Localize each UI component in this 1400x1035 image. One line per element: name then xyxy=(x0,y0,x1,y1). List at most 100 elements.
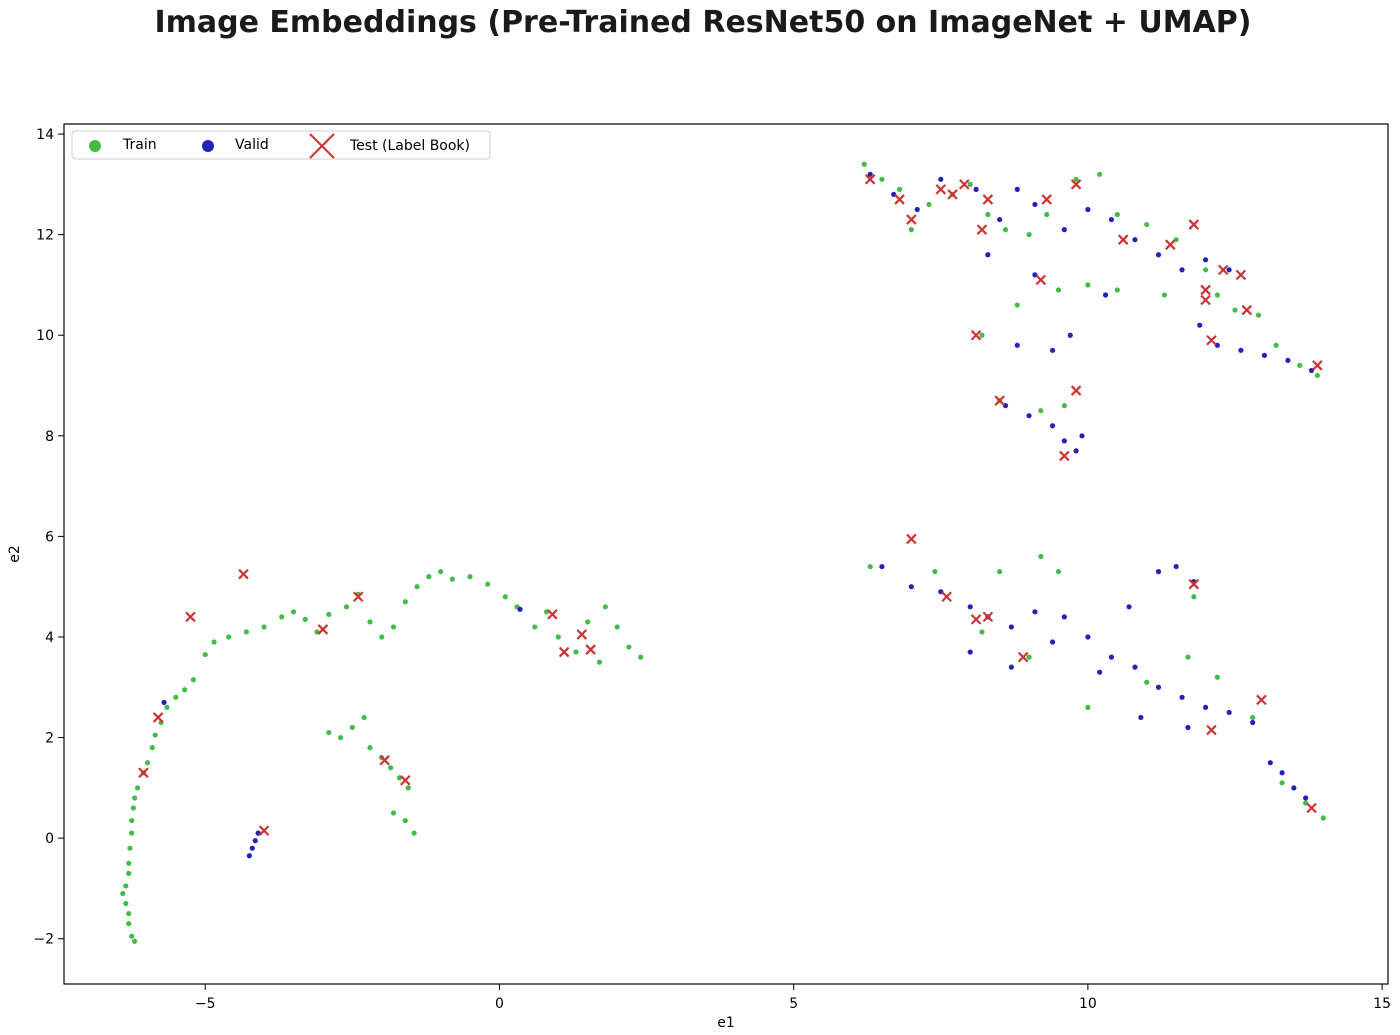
train-point xyxy=(1214,292,1220,298)
train-point xyxy=(1038,553,1044,560)
valid-point xyxy=(1032,609,1038,615)
legend-valid-marker xyxy=(202,140,214,152)
train-point xyxy=(390,624,397,630)
valid-point xyxy=(1285,357,1291,363)
y-tick-label: 4 xyxy=(45,630,54,646)
x-tick-label: 15 xyxy=(1373,996,1391,1012)
valid-point xyxy=(1014,342,1020,348)
valid-point xyxy=(1267,760,1273,766)
train-point xyxy=(467,574,473,580)
train-point xyxy=(1097,171,1103,177)
test-point xyxy=(1200,284,1211,296)
train-point xyxy=(326,729,332,736)
test-point xyxy=(906,533,917,545)
valid-point xyxy=(1250,719,1256,726)
test-point xyxy=(1117,234,1129,245)
y-axis: −2 0 2 4 6 8 10 12 14 xyxy=(33,127,64,948)
train-point xyxy=(243,629,250,635)
valid-point xyxy=(1049,423,1056,429)
chart-title: Image Embeddings (Pre-Trained ResNet50 o… xyxy=(154,5,1251,40)
train-point xyxy=(879,176,885,182)
valid-point xyxy=(517,606,523,612)
legend: Train Valid Test (Label Book) xyxy=(71,130,491,160)
valid-point xyxy=(1102,292,1109,298)
train-point xyxy=(585,619,591,625)
valid-point xyxy=(867,171,873,177)
train-point xyxy=(596,659,603,665)
valid-point xyxy=(1049,347,1056,353)
x-tick-label: 0 xyxy=(495,996,504,1012)
train-point xyxy=(152,732,158,738)
train-point xyxy=(438,569,444,575)
valid-point xyxy=(1226,267,1232,273)
series-train xyxy=(120,161,1326,944)
test-point xyxy=(1017,651,1029,663)
train-point xyxy=(614,624,620,630)
train-point xyxy=(602,604,608,610)
y-tick-label: 2 xyxy=(45,731,54,747)
train-point xyxy=(867,563,873,570)
train-point xyxy=(1061,403,1067,409)
valid-point xyxy=(1132,664,1138,670)
train-point xyxy=(1161,292,1167,298)
train-point xyxy=(126,921,132,927)
test-point xyxy=(547,609,558,620)
test-point xyxy=(982,194,994,205)
x-tick-label: −5 xyxy=(195,996,216,1012)
legend-test-label: Test (Label Book) xyxy=(349,138,470,154)
train-point xyxy=(129,830,135,836)
train-point xyxy=(126,910,132,917)
test-point xyxy=(152,712,164,723)
test-point xyxy=(1200,294,1211,306)
valid-point xyxy=(985,252,991,258)
test-point xyxy=(1070,179,1082,190)
valid-point xyxy=(1079,433,1085,439)
valid-point xyxy=(1085,634,1091,640)
train-point xyxy=(414,584,420,590)
train-point xyxy=(1297,362,1303,369)
train-point xyxy=(1114,211,1120,218)
train-point xyxy=(405,785,411,791)
test-point xyxy=(864,174,876,185)
valid-point xyxy=(1179,694,1185,700)
train-point xyxy=(532,624,538,630)
test-point xyxy=(994,395,1005,406)
train-point xyxy=(1055,569,1062,575)
test-point xyxy=(576,629,588,640)
valid-point xyxy=(938,176,944,182)
valid-point xyxy=(1202,704,1209,710)
test-point xyxy=(935,184,947,195)
plot-frame xyxy=(63,123,1389,985)
train-point xyxy=(390,810,397,816)
valid-point xyxy=(1197,322,1203,328)
train-point xyxy=(1026,654,1032,660)
train-point xyxy=(926,201,932,208)
train-point xyxy=(573,649,579,655)
train-point xyxy=(1273,342,1279,348)
train-point xyxy=(1038,408,1044,414)
valid-point xyxy=(1032,201,1038,208)
valid-point xyxy=(1155,569,1162,575)
test-point xyxy=(379,754,390,766)
legend-train-marker xyxy=(89,140,101,152)
valid-point xyxy=(1261,352,1268,358)
train-point xyxy=(149,745,155,751)
y-tick-label: 10 xyxy=(36,328,54,344)
valid-point xyxy=(1238,347,1244,353)
y-tick-label: 0 xyxy=(45,831,54,847)
train-point xyxy=(1144,221,1150,228)
y-tick-label: −2 xyxy=(33,932,54,948)
train-point xyxy=(1255,312,1262,318)
train-point xyxy=(1055,287,1062,293)
valid-point xyxy=(246,853,252,859)
train-point xyxy=(302,616,308,622)
y-tick-label: 14 xyxy=(36,127,54,143)
train-point xyxy=(626,644,632,650)
train-point xyxy=(129,933,135,939)
valid-point xyxy=(1061,438,1067,444)
train-point xyxy=(123,900,129,907)
test-point xyxy=(238,568,249,580)
train-point xyxy=(449,576,455,582)
x-axis: −5 0 5 10 15 xyxy=(195,984,1391,1012)
train-point xyxy=(1191,594,1197,600)
